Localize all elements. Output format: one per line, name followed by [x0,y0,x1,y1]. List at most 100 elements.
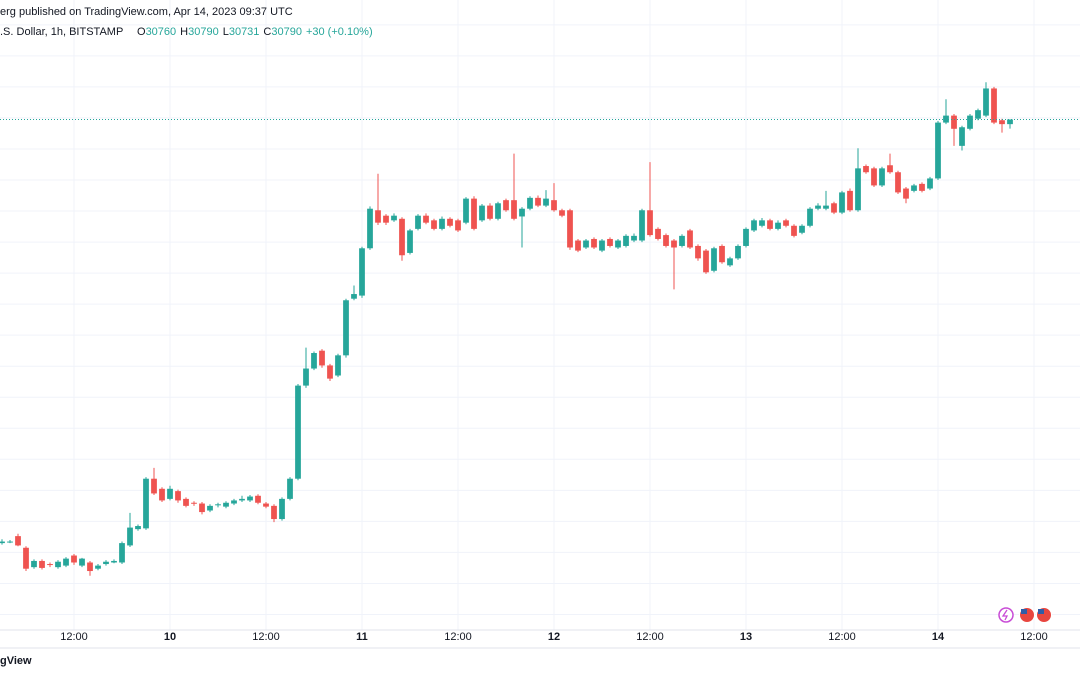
x-tick-label: 12:00 [444,631,472,643]
candle-body [143,478,149,529]
candle-body [247,496,253,501]
candle-body [0,541,5,544]
candle-body [935,122,941,179]
legend-value: 30790 [188,26,219,38]
candle-body [895,172,901,193]
candle-body [623,235,629,246]
candle-body [135,526,141,530]
candle-body [927,178,933,189]
candle-body [519,208,525,217]
candle-body [431,220,437,229]
candle-body [639,210,645,241]
x-tick-label: 14 [932,631,945,643]
candle-body [719,245,725,263]
candle-body [199,503,205,513]
candle-body [415,215,421,229]
candle-body [167,488,173,499]
candle-body [671,240,677,248]
candle-body [695,245,701,259]
candle-body [591,238,597,248]
candle-body [375,210,381,223]
x-tick-label: 12:00 [828,631,856,643]
candle-body [423,215,429,223]
candle-body [447,218,453,226]
candle-body [103,561,109,565]
symbol-line: .S. Dollar, 1h, BITSTAMP [0,26,123,38]
candle-body [399,218,405,256]
candle-body [551,200,557,211]
candle-body [231,500,237,504]
candle-body [503,200,509,211]
candle-body [207,505,213,511]
candle-body [151,478,157,494]
candle-body [359,248,365,296]
candle-body [807,208,813,226]
legend-key: H [180,26,188,38]
legend-change: +30 (+0.10%) [306,26,373,38]
candle-body [607,238,613,246]
candle-body [655,228,661,239]
candle-body [863,166,869,173]
legend-value: 30731 [229,26,260,38]
candle-body [583,240,589,248]
x-tick-label: 11 [356,631,368,643]
candle-body [63,558,69,566]
candle-body [327,365,333,379]
candle-body [127,527,133,546]
candle-body [575,240,581,251]
candle-body [767,220,773,229]
candle-body [319,350,325,366]
x-tick-label: 12 [548,631,560,643]
candle-body [839,192,845,213]
candle-body [47,564,53,566]
candle-body [31,560,37,568]
x-tick-label: 13 [740,631,752,643]
candle-body [951,115,957,129]
candle-body [511,200,517,219]
candle-body [391,215,397,221]
candle-body [967,115,973,129]
candle-body [303,368,309,386]
candle-body [311,353,317,369]
candle-body [111,560,117,563]
candle-body [215,504,221,506]
candle-body [7,541,13,543]
candle-body [255,495,261,503]
candle-body [279,498,285,520]
icon-bolt [1001,609,1009,621]
candle-body [599,240,605,251]
candle-body [711,248,717,271]
candle-body [159,488,165,501]
candle-body [887,165,893,173]
candle-body [879,168,885,186]
candle-body [455,220,461,231]
candle-body [823,205,829,209]
icon-flag-canton [1038,609,1044,614]
candle-body [855,168,861,211]
candle-body [223,502,229,507]
candle-body [71,555,77,563]
legend-value: 30790 [271,26,302,38]
candle-body [87,562,93,572]
candle-body [559,210,565,216]
candle-body [775,222,781,229]
x-tick-label: 10 [164,631,176,643]
candle-body [479,205,485,221]
candle-body [679,235,685,246]
candle-body [983,88,989,116]
candle-body [991,88,997,123]
candle-body [631,235,637,241]
candle-body [39,560,45,568]
candle-body [15,536,21,546]
legend-value: 30760 [146,26,177,38]
grid [0,0,1080,630]
candle-body [335,355,341,376]
candle-body [615,240,621,248]
candle-body [831,203,837,213]
x-tick-label: 12:00 [252,631,280,643]
candle-body [439,218,445,229]
candle-body [295,385,301,479]
candle-body [647,210,653,236]
candle-body [735,245,741,259]
